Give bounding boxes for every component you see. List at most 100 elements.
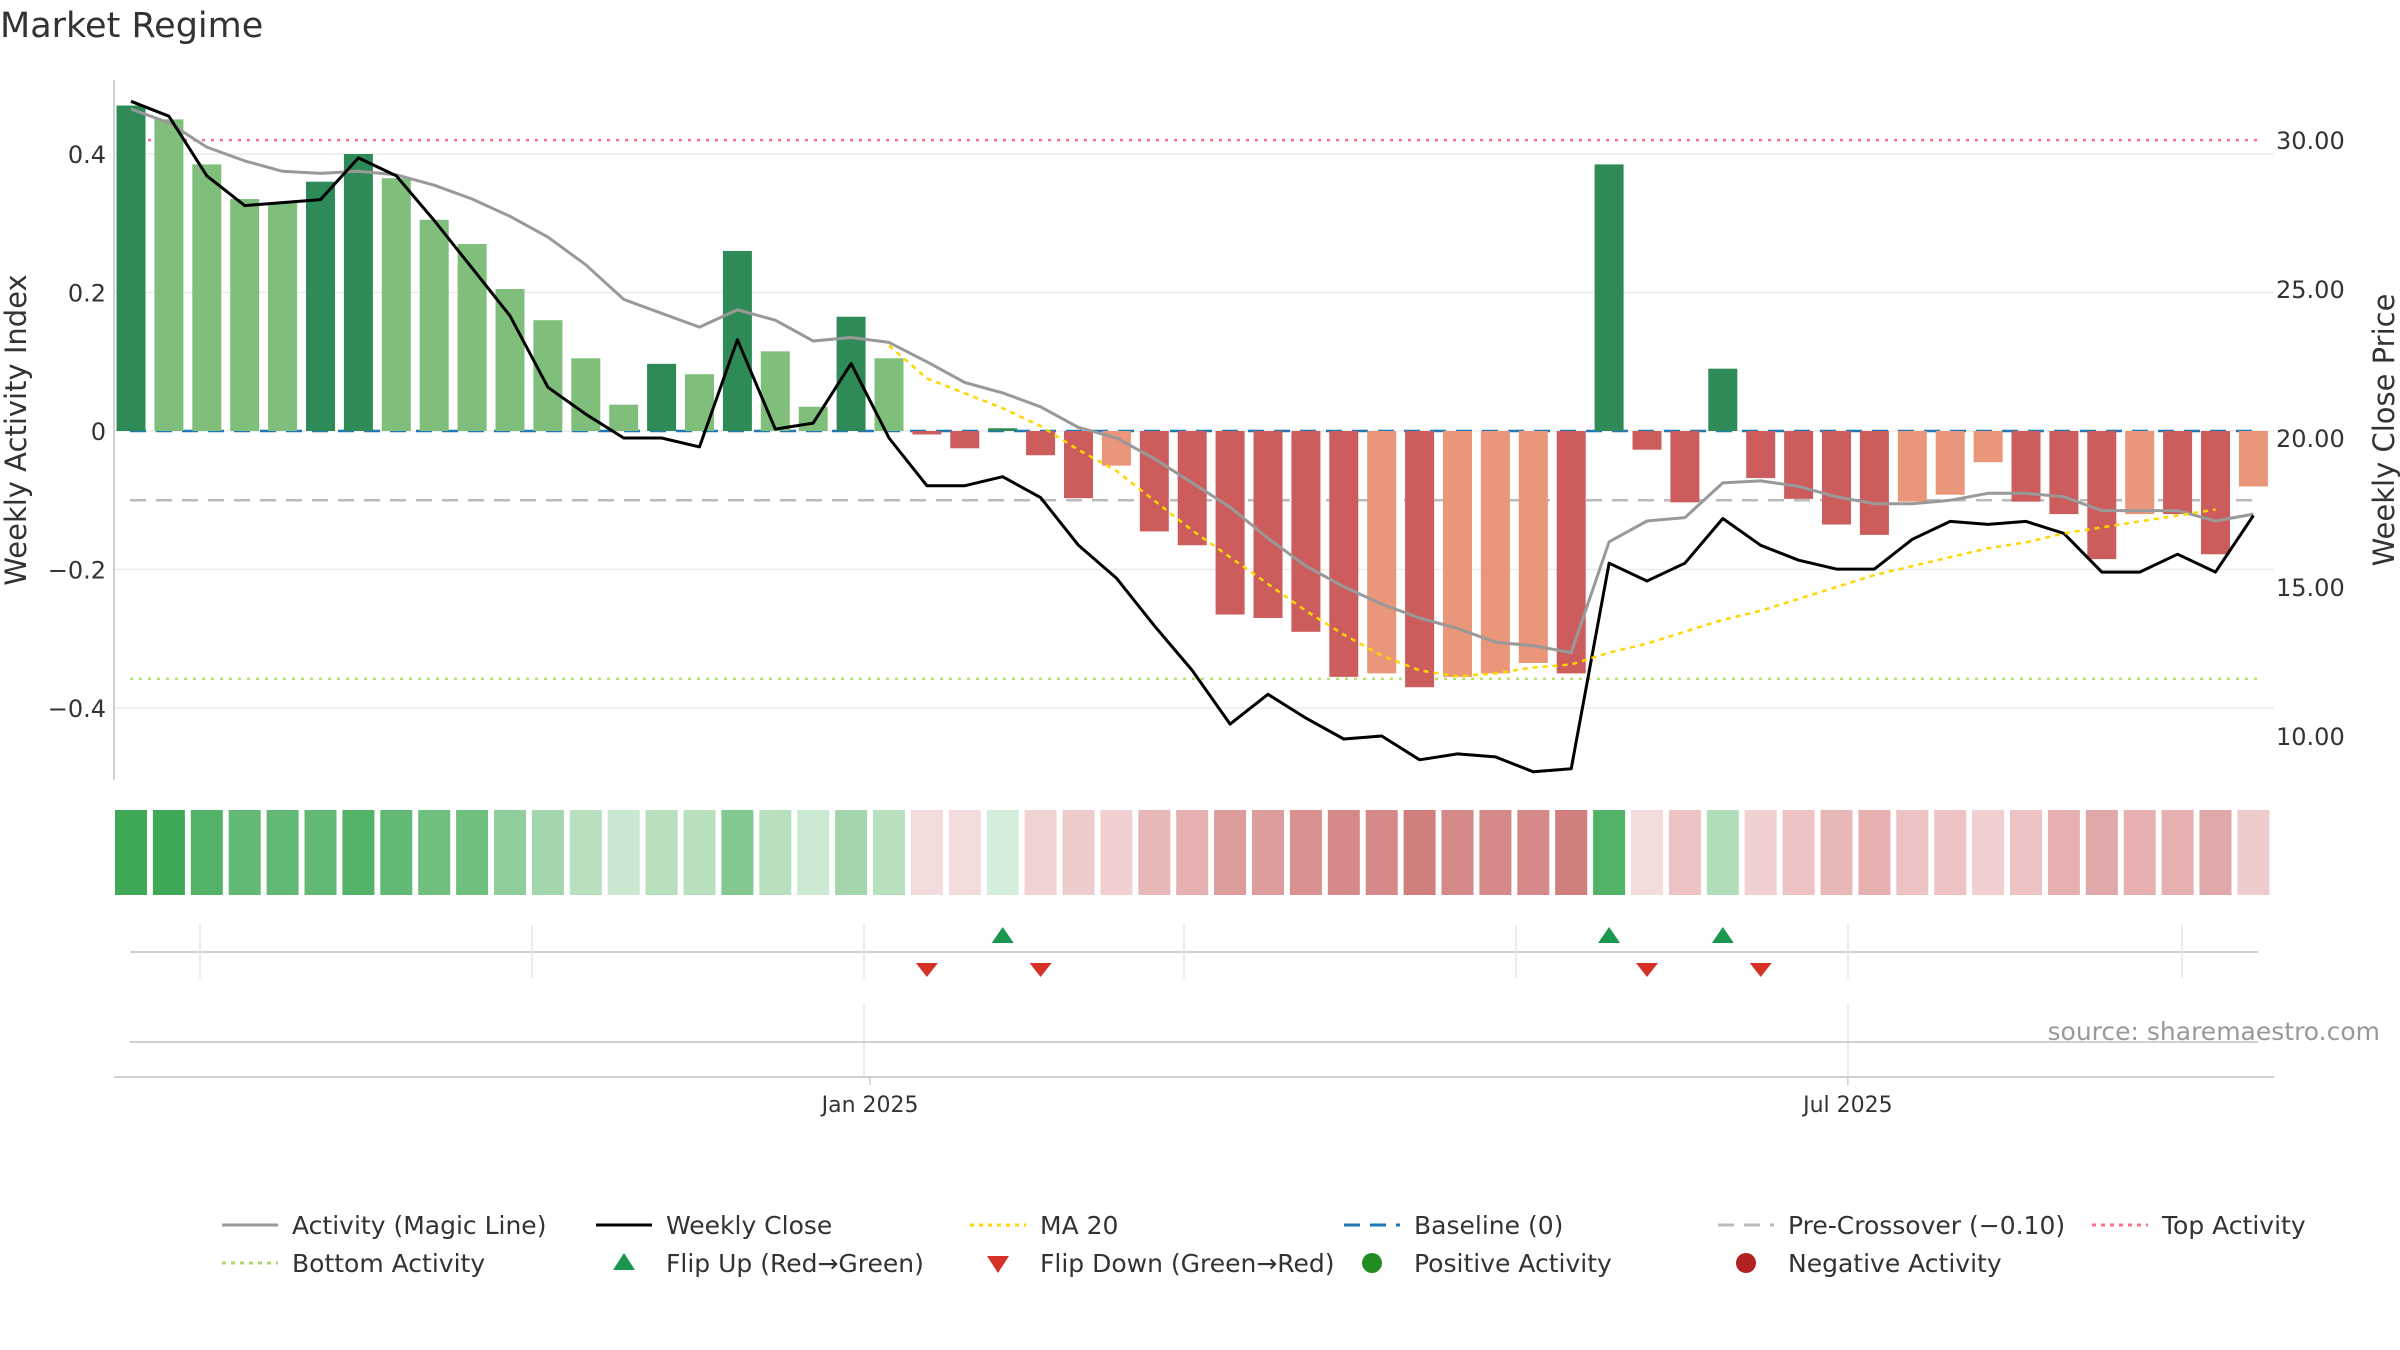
strip-cell xyxy=(910,810,943,895)
strip-cell xyxy=(683,810,716,895)
flip-up-marker xyxy=(1598,927,1621,943)
strip-cell xyxy=(531,810,564,895)
strip-cell xyxy=(1289,810,1322,895)
strip-cell xyxy=(1706,810,1739,895)
strip-cell xyxy=(1744,810,1777,895)
main-panel: 0.4 0.2 0 −0.2 −0.4 30.00 25.00 20.00 15.00 10.0… xyxy=(0,80,2400,780)
activity-bar xyxy=(798,406,828,431)
strip-cell xyxy=(1517,810,1550,895)
y-tick-label-left: 0 xyxy=(91,418,106,446)
strip-cell xyxy=(1820,810,1853,895)
series-line xyxy=(130,99,2255,774)
legend-item: Flip Up (Red→Green) xyxy=(613,1249,924,1278)
activity-bar xyxy=(1215,431,1245,615)
strip-cell xyxy=(1858,810,1891,895)
series-line xyxy=(130,107,2254,655)
legend-label: Flip Up (Red→Green) xyxy=(666,1249,924,1278)
strip-cell xyxy=(152,810,185,895)
activity-bar xyxy=(1632,431,1662,450)
legend-label: Top Activity xyxy=(2161,1211,2306,1240)
activity-bar xyxy=(154,119,184,431)
strip-cell xyxy=(1479,810,1512,895)
flip-panel xyxy=(130,925,2258,1077)
y-tick-label-right: 25.00 xyxy=(2276,276,2345,304)
legend-label: Pre-Crossover (−0.10) xyxy=(1788,1211,2065,1240)
strip-cell xyxy=(1896,810,1929,895)
activity-bar xyxy=(912,431,942,435)
activity-bar xyxy=(1405,431,1435,688)
legend-label: Negative Activity xyxy=(1788,1249,2002,1278)
strip-cell xyxy=(1593,810,1626,895)
strip-cell xyxy=(1024,810,1057,895)
date-panel: Jan 2025 Jul 2025 source: sharemaestro.co… xyxy=(114,1017,2380,1118)
activity-bar xyxy=(192,164,222,431)
activity-bar xyxy=(1291,431,1321,632)
activity-bar xyxy=(2087,431,2117,560)
legend-label: Weekly Close xyxy=(666,1211,832,1240)
y-tick-label-right: 30.00 xyxy=(2276,127,2345,155)
activity-bar xyxy=(1064,431,1093,499)
legend-item: Top Activity xyxy=(2092,1211,2306,1240)
strip-cell xyxy=(2085,810,2118,895)
strip-cell xyxy=(1062,810,1095,895)
activity-bar xyxy=(419,219,449,431)
y-tick-label-left: 0.2 xyxy=(68,280,106,308)
strip-cell xyxy=(1441,810,1474,895)
activity-bar xyxy=(2011,431,2041,502)
x-tick-label: Jan 2025 xyxy=(820,1093,919,1118)
legend-item: Bottom Activity xyxy=(222,1249,485,1278)
series-line xyxy=(888,344,2216,678)
x-tick-label: Jul 2025 xyxy=(1801,1093,1893,1118)
flip-down-marker xyxy=(915,963,938,977)
y-axis-label-left: Weekly Activity Index xyxy=(0,274,33,585)
legend-label: Positive Activity xyxy=(1414,1249,1612,1278)
strip-cell xyxy=(873,810,905,895)
y-tick-label-left: 0.4 xyxy=(68,141,106,169)
x-tick-labels: Jan 2025 Jul 2025 xyxy=(820,1077,1893,1118)
flip-up-marker xyxy=(991,927,1014,943)
activity-bar xyxy=(2201,431,2230,555)
activity-bar xyxy=(1708,368,1738,431)
legend-label: Bottom Activity xyxy=(292,1249,485,1278)
activity-bar xyxy=(760,351,790,431)
legend-item: Pre-Crossover (−0.10) xyxy=(1718,1211,2065,1240)
strip-cell xyxy=(2161,810,2194,895)
strip-cell xyxy=(1972,810,2005,895)
flip-down-marker xyxy=(1636,963,1658,977)
left-tick-labels: 0.4 0.2 0 −0.2 −0.4 xyxy=(48,141,106,723)
activity-bar xyxy=(836,316,866,431)
chart-title: Market Regime xyxy=(0,6,263,46)
activity-bar xyxy=(1897,431,1927,502)
strip-cell xyxy=(1403,810,1436,895)
y-tick-label-right: 20.00 xyxy=(2276,425,2345,453)
activity-bar xyxy=(1139,431,1169,532)
legend-symbol xyxy=(1736,1253,1756,1273)
source-credit: source: sharemaestro.com xyxy=(2048,1017,2381,1046)
activity-bar xyxy=(457,244,487,431)
strip-cell xyxy=(380,810,413,895)
legend: Activity (Magic Line) Weekly Close MA 20 Ba… xyxy=(222,1211,2306,1278)
strip-cell xyxy=(304,810,337,895)
legend-item: Baseline (0) xyxy=(1344,1211,1563,1240)
activity-bar xyxy=(1973,431,2003,463)
strip-cell xyxy=(835,810,868,895)
activity-bar xyxy=(950,431,980,449)
strip-cell xyxy=(1252,810,1284,895)
strip-cell xyxy=(2199,810,2232,895)
strip-cell xyxy=(1782,810,1815,895)
legend-symbol xyxy=(613,1253,635,1270)
strip-cell xyxy=(115,810,147,895)
legend-symbol xyxy=(1362,1253,1382,1273)
y-tick-label-right: 15.00 xyxy=(2276,574,2345,602)
activity-bar xyxy=(495,289,525,431)
flip-markers xyxy=(915,927,1772,977)
legend-triangle-up xyxy=(613,1253,635,1270)
legend-item: Negative Activity xyxy=(1736,1249,2002,1278)
strip-cell xyxy=(228,810,261,895)
strip-cell xyxy=(721,810,754,895)
strip-cell xyxy=(342,810,375,895)
right-tick-labels: 30.00 25.00 20.00 15.00 10.00 xyxy=(2276,127,2345,751)
flip-down-marker xyxy=(1749,963,1772,977)
activity-bar xyxy=(609,404,639,431)
strip-cell xyxy=(797,810,830,895)
